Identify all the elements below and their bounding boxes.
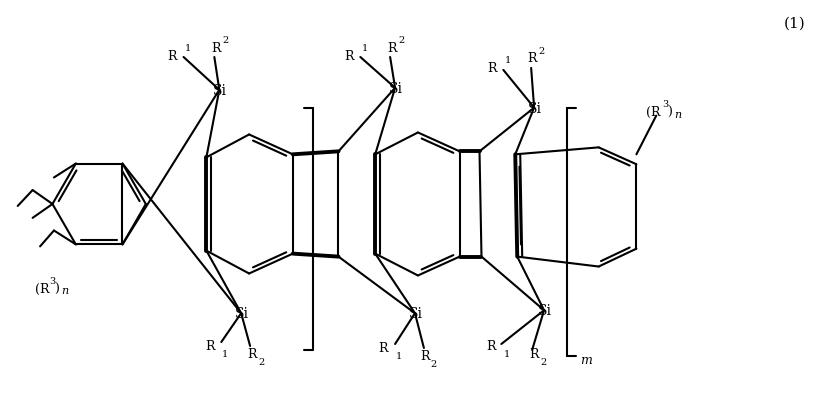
Text: 2: 2 xyxy=(398,36,404,45)
Text: n: n xyxy=(674,109,681,119)
Text: ): ) xyxy=(55,282,60,295)
Text: (1): (1) xyxy=(784,16,806,30)
Text: 3: 3 xyxy=(663,100,668,109)
Text: ): ) xyxy=(667,106,672,119)
Text: Si: Si xyxy=(409,306,423,320)
Text: 2: 2 xyxy=(222,36,229,45)
Text: R: R xyxy=(487,62,497,75)
Text: n: n xyxy=(61,286,69,296)
Text: R: R xyxy=(420,350,430,363)
Text: R: R xyxy=(527,53,537,65)
Text: 2: 2 xyxy=(431,359,437,369)
Text: R: R xyxy=(247,348,257,360)
Text: R: R xyxy=(205,340,214,352)
Text: 2: 2 xyxy=(538,47,544,55)
Text: Si: Si xyxy=(538,304,552,318)
Text: R: R xyxy=(529,348,538,360)
Text: 3: 3 xyxy=(50,276,56,285)
Text: Si: Si xyxy=(213,83,227,97)
Text: Si: Si xyxy=(235,306,249,320)
Text: (R: (R xyxy=(34,282,49,295)
Text: R: R xyxy=(167,49,176,62)
Text: 1: 1 xyxy=(396,352,402,360)
Text: 1: 1 xyxy=(503,350,510,358)
Text: R: R xyxy=(486,340,495,352)
Text: Si: Si xyxy=(528,101,542,115)
Text: R: R xyxy=(212,41,221,55)
Text: m: m xyxy=(580,354,592,367)
Text: 2: 2 xyxy=(258,357,264,367)
Text: 1: 1 xyxy=(361,43,368,53)
Text: 1: 1 xyxy=(185,43,191,53)
Text: 2: 2 xyxy=(540,357,547,367)
Text: 1: 1 xyxy=(222,350,229,358)
Text: R: R xyxy=(344,49,354,62)
Text: R: R xyxy=(378,342,388,354)
Text: 1: 1 xyxy=(504,56,511,65)
Text: R: R xyxy=(387,41,396,55)
Text: Si: Si xyxy=(389,81,403,95)
Text: (R: (R xyxy=(646,106,661,119)
